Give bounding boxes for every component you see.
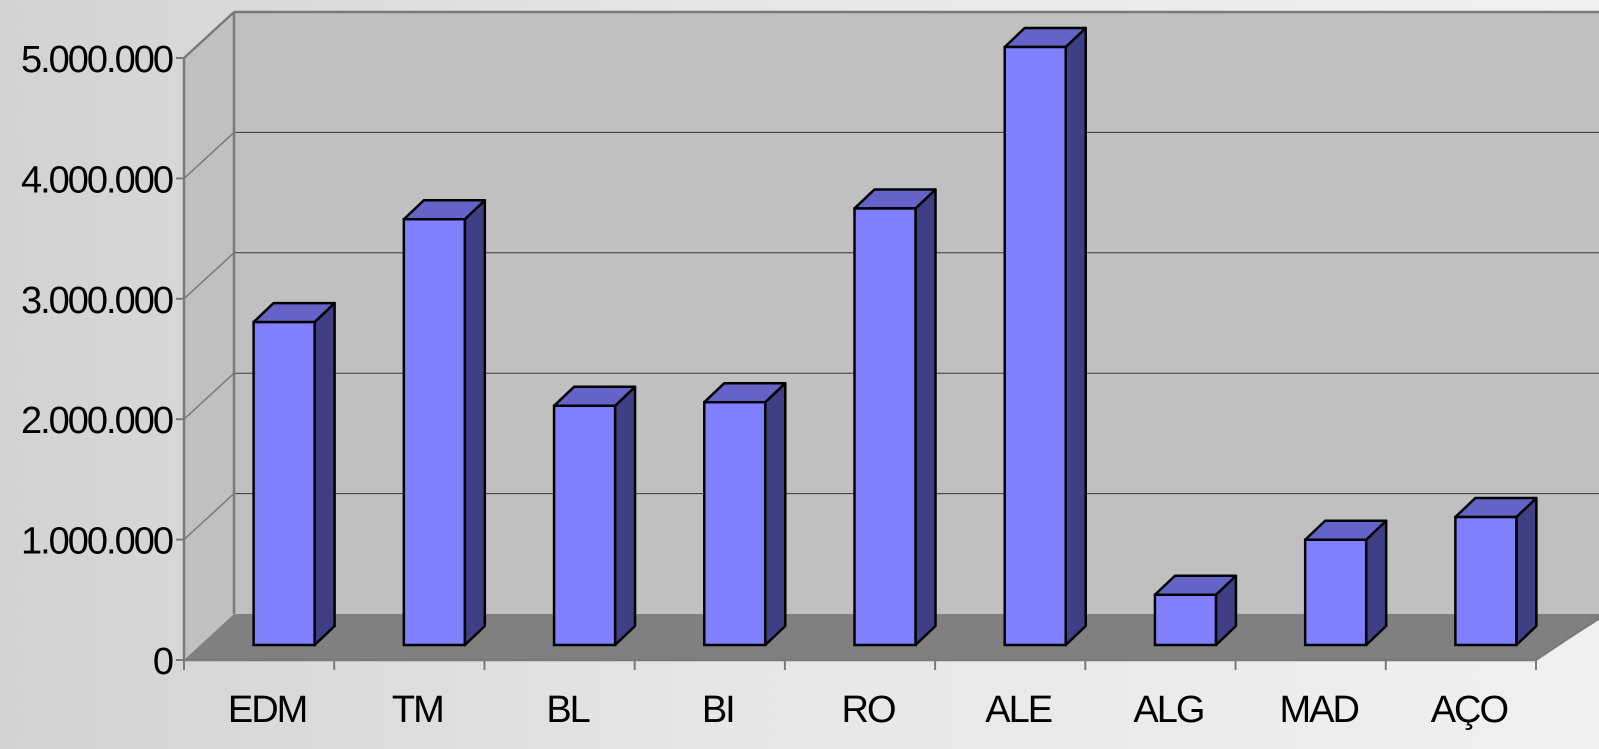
- x-tick-label: RO: [842, 689, 895, 731]
- bar-aço: [1454, 496, 1538, 647]
- y-tick-label: 4.000.000: [21, 159, 173, 201]
- bar-side: [313, 301, 336, 647]
- y-axis-top-edge: [183, 11, 235, 59]
- side-gridline: [183, 252, 235, 300]
- bar-side: [1064, 26, 1087, 647]
- x-tick-label: MAD: [1279, 689, 1358, 731]
- y-tick-label: 5.000.000: [21, 39, 173, 81]
- x-tick-label: AÇO: [1431, 689, 1508, 731]
- bar-side: [914, 188, 937, 647]
- bar-front: [402, 217, 467, 647]
- bar-front: [252, 320, 316, 647]
- x-axis-right-edge: [1535, 617, 1599, 661]
- side-gridline: [183, 131, 235, 179]
- bar-side: [1515, 496, 1538, 647]
- bar-bl: [552, 385, 637, 647]
- y-tick-label: 0: [153, 641, 173, 683]
- x-tick-label: ALG: [1133, 689, 1203, 731]
- bar-front: [1454, 515, 1518, 647]
- bar-ro: [853, 188, 937, 647]
- axes: [176, 10, 1599, 670]
- side-gridline: [183, 372, 235, 420]
- bar-front: [1003, 45, 1067, 647]
- bar-front: [853, 207, 917, 647]
- bar-tm: [402, 198, 487, 647]
- bar-front: [703, 400, 767, 647]
- side-wall: [184, 12, 234, 660]
- bar-mad: [1303, 519, 1388, 647]
- x-tick-label: TM: [392, 689, 443, 731]
- bar-side: [764, 381, 787, 647]
- y-tick-label: 2.000.000: [21, 400, 173, 442]
- bar-front: [1153, 593, 1218, 647]
- bar-side: [463, 198, 487, 647]
- y-tick-label: 1.000.000: [21, 521, 173, 563]
- bar-front: [1303, 538, 1368, 647]
- bar-side: [613, 385, 637, 647]
- axis-labels: 0 1.000.000 2.000.000 3.000.000 4.000.000 5.0…: [21, 39, 1510, 731]
- bar-edm: [252, 301, 336, 647]
- x-tick-label: BL: [546, 689, 589, 731]
- bar-alg: [1153, 574, 1238, 647]
- bar-side: [1364, 519, 1388, 647]
- bar-bi: [703, 381, 787, 647]
- bar-front: [552, 404, 617, 647]
- bars: [252, 26, 1538, 647]
- x-tick-label: BI: [702, 689, 734, 731]
- x-tick-label: EDM: [228, 689, 306, 731]
- side-gridline: [183, 493, 235, 541]
- bar-ale: [1003, 26, 1087, 647]
- x-tick-label: ALE: [985, 689, 1051, 731]
- y-tick-label: 3.000.000: [21, 280, 173, 322]
